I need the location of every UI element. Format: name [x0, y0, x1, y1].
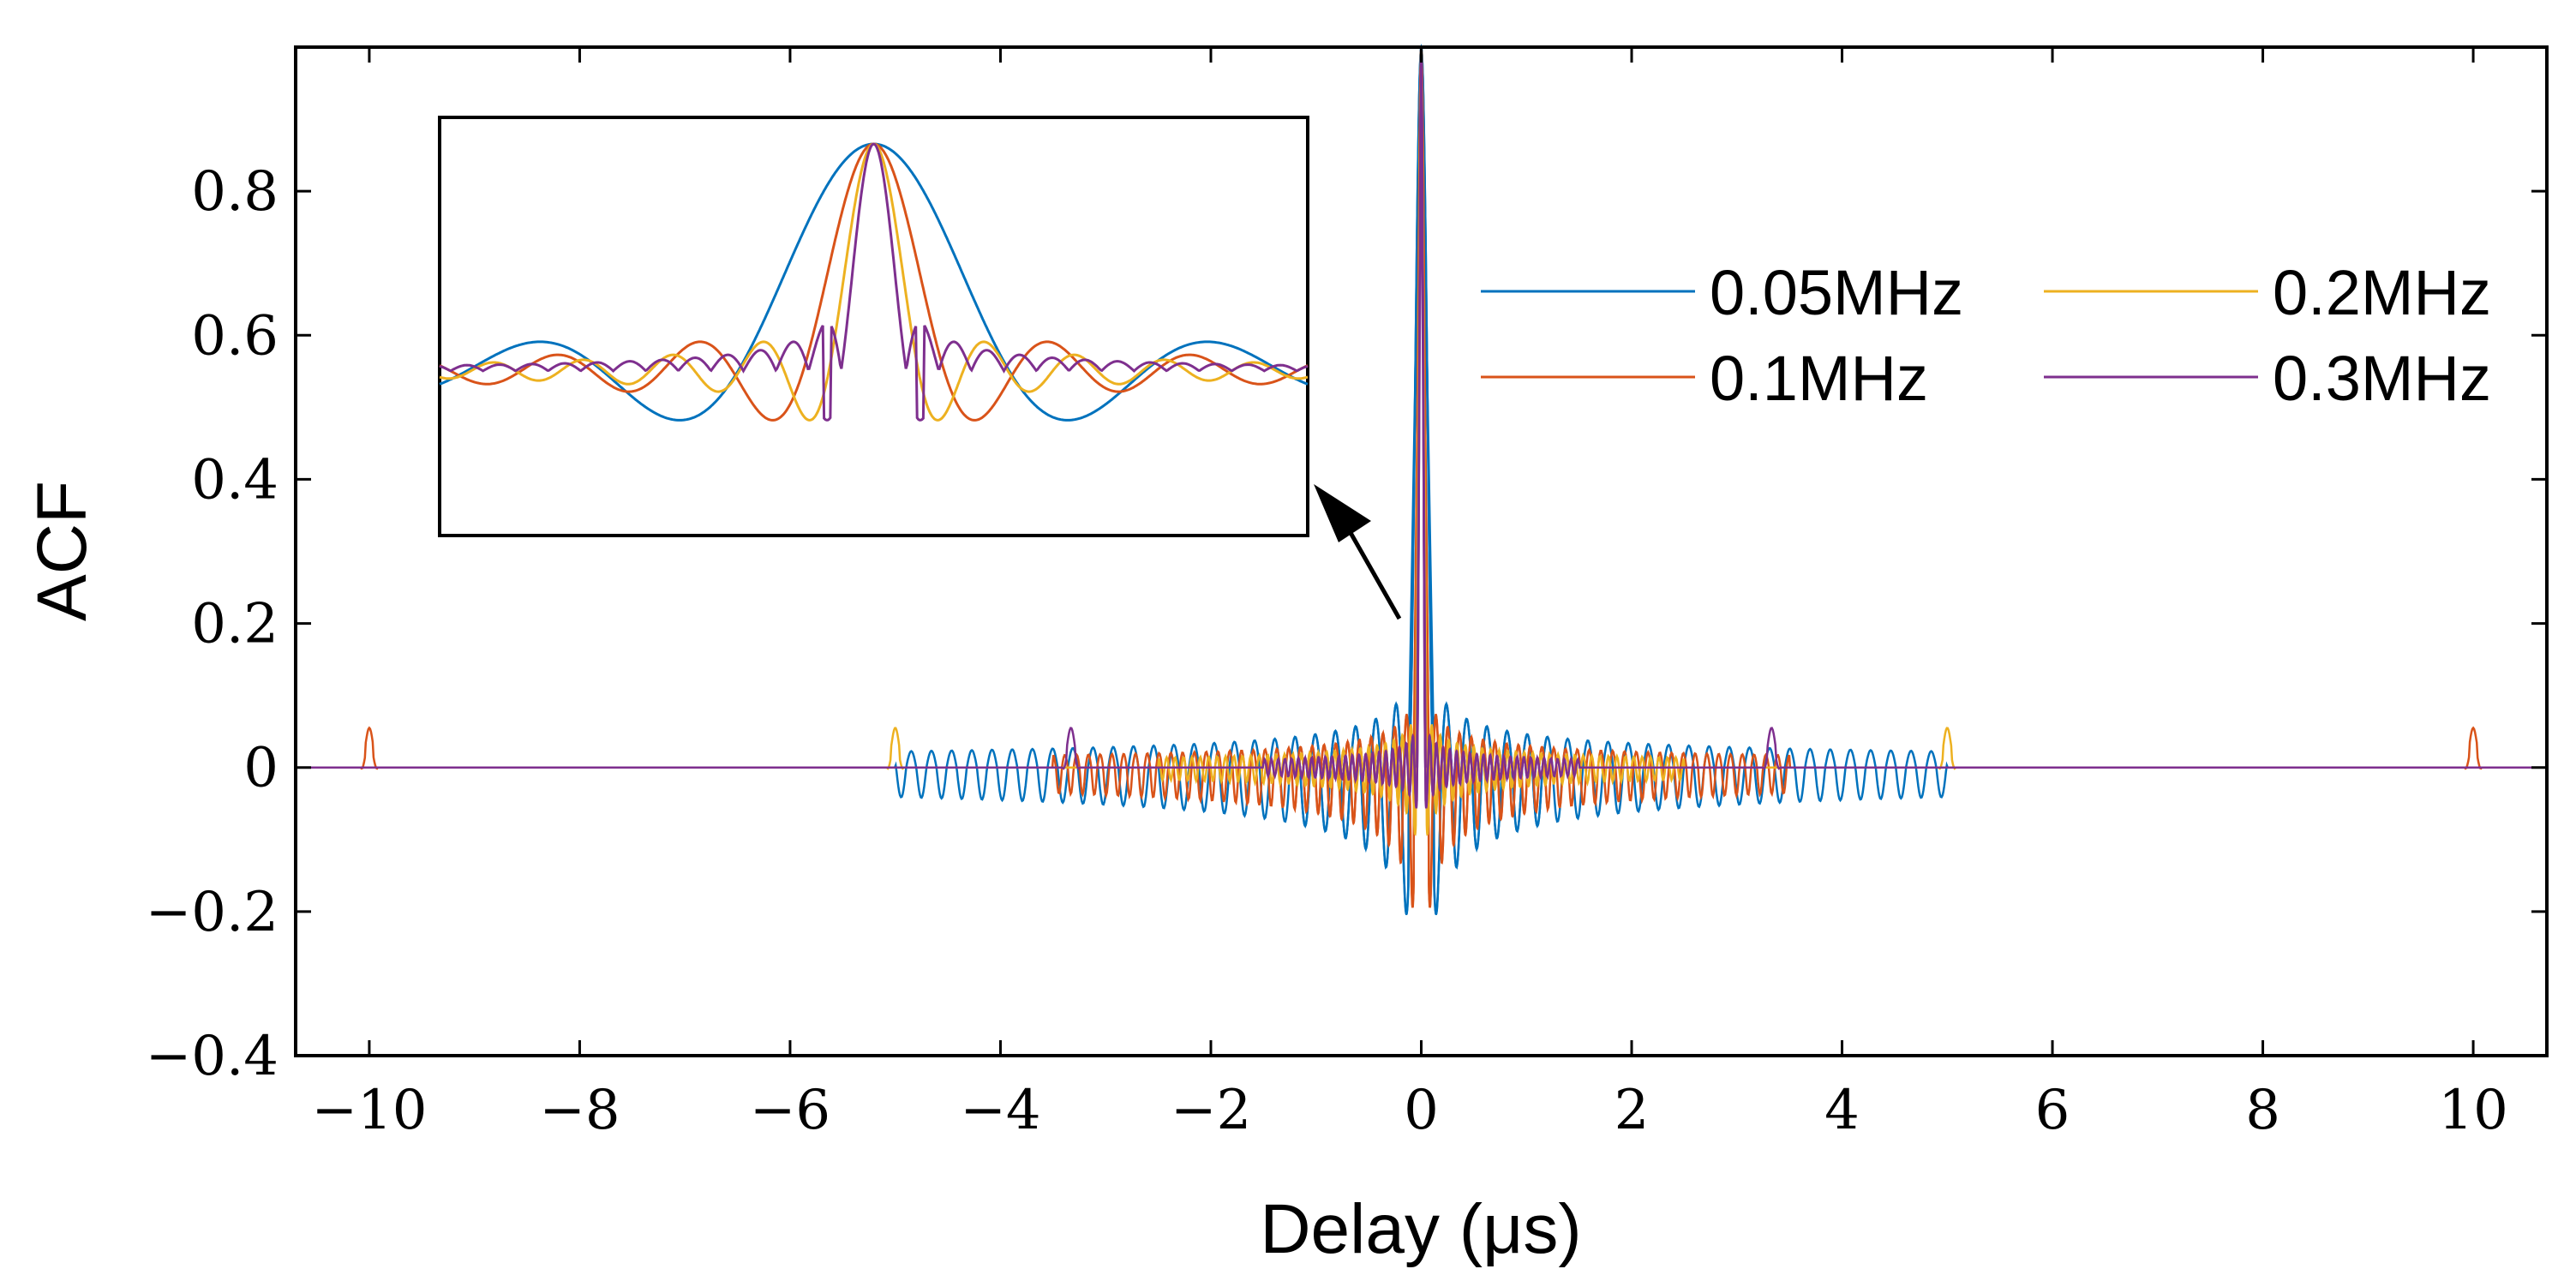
legend-label-0: 0.05MHz [1710, 257, 1963, 328]
x-tick-label: −4 [960, 1079, 1040, 1142]
legend-label-3: 0.3MHz [2273, 343, 2491, 414]
legend-label-1: 0.1MHz [1710, 343, 1928, 414]
y-tick-label: 0.2 [191, 593, 279, 656]
inset-series-layer [439, 142, 1309, 422]
y-tick-label: 0.8 [191, 160, 279, 224]
x-tick-label: 8 [2245, 1079, 2280, 1142]
zoom-arrow-head [1314, 484, 1371, 542]
x-tick-label: 10 [2438, 1079, 2507, 1142]
y-tick-label: −0.2 [146, 881, 279, 944]
x-tick-label: −8 [539, 1079, 620, 1142]
inset-series-line-3 [439, 142, 1309, 422]
y-tick-label: 0.4 [191, 448, 279, 512]
ticks-layer: −10 −8 −6 −4 −2 0 2 4 6 8 10 −0.4 −0.2 0 0.2 0.4 0.6 0.8 [146, 47, 2547, 1142]
legend-label-2: 0.2MHz [2273, 257, 2491, 328]
y-tick-label: 0 [243, 737, 279, 800]
x-axis-label: Delay (μs) [1260, 1190, 1581, 1268]
zoom-arrow-shaft [1347, 530, 1402, 620]
x-tick-label: 0 [1404, 1079, 1439, 1142]
y-axis-label: ACF [23, 481, 101, 621]
plot-frame [294, 45, 2549, 1057]
inset-frame [438, 116, 1309, 537]
x-tick-label: 6 [2035, 1079, 2070, 1142]
y-tick-label: 0.6 [191, 304, 279, 368]
x-tick-label: −2 [1171, 1079, 1251, 1142]
y-tick-label: −0.4 [146, 1025, 279, 1088]
legend: 0.05MHz 0.1MHz 0.2MHz 0.3MHz [1481, 257, 2491, 414]
x-tick-label: −6 [750, 1079, 830, 1142]
zoom-arrow [1314, 484, 1402, 620]
x-tick-label: 2 [1614, 1079, 1650, 1142]
x-tick-label: 4 [1824, 1079, 1860, 1142]
zoom-inset [438, 116, 1309, 537]
x-tick-label: −10 [311, 1079, 427, 1142]
